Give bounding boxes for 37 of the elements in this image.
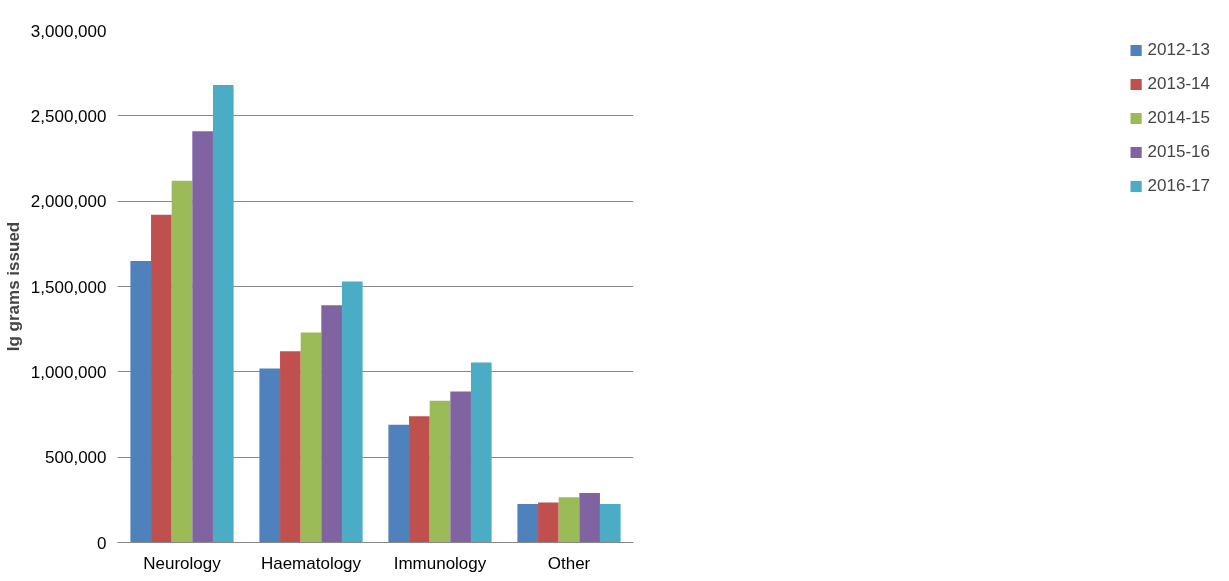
bar: [470, 362, 492, 543]
y-tick-label: 3,000,000: [30, 21, 107, 41]
legend-label: 2016-17: [1147, 176, 1210, 196]
bar: [280, 351, 301, 543]
y-axis-title: Ig grams issued: [3, 221, 23, 352]
y-tick-label: 0: [97, 533, 107, 553]
legend-label: 2014-15: [1147, 108, 1210, 128]
bar: [517, 504, 539, 543]
bar: [558, 497, 580, 543]
bar: [192, 131, 213, 543]
bar: [599, 504, 621, 543]
bar: [409, 416, 430, 543]
bar: [130, 260, 152, 543]
bar: [388, 424, 410, 543]
bar: [429, 400, 451, 543]
y-tick-label: 1,000,000: [30, 362, 107, 382]
bar: [212, 85, 234, 543]
bar: [151, 214, 172, 543]
bar: [450, 391, 471, 543]
x-tick-label: Haematology: [260, 553, 362, 573]
x-tick-label: Immunology: [393, 553, 487, 573]
y-tick-label: 1,500,000: [30, 277, 107, 297]
legend-label: 2013-14: [1147, 74, 1210, 94]
bar: [579, 493, 600, 543]
legend-label: 2015-16: [1147, 142, 1210, 162]
legend-label: 2012-13: [1147, 40, 1210, 60]
y-tick-label: 2,500,000: [30, 106, 107, 126]
bar: [321, 305, 342, 543]
x-tick-label: Neurology: [143, 553, 222, 573]
bar: [259, 368, 281, 543]
bar: [341, 281, 363, 543]
bar: [538, 502, 559, 543]
y-tick-label: 2,000,000: [30, 192, 107, 212]
x-tick-label: Other: [547, 553, 591, 573]
bar: [171, 180, 193, 543]
bar: [300, 332, 322, 543]
y-tick-label: 500,000: [45, 448, 107, 468]
